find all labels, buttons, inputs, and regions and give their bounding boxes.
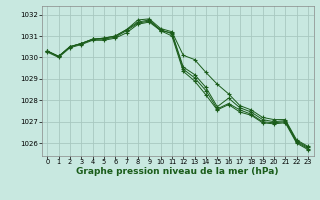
X-axis label: Graphe pression niveau de la mer (hPa): Graphe pression niveau de la mer (hPa) xyxy=(76,167,279,176)
